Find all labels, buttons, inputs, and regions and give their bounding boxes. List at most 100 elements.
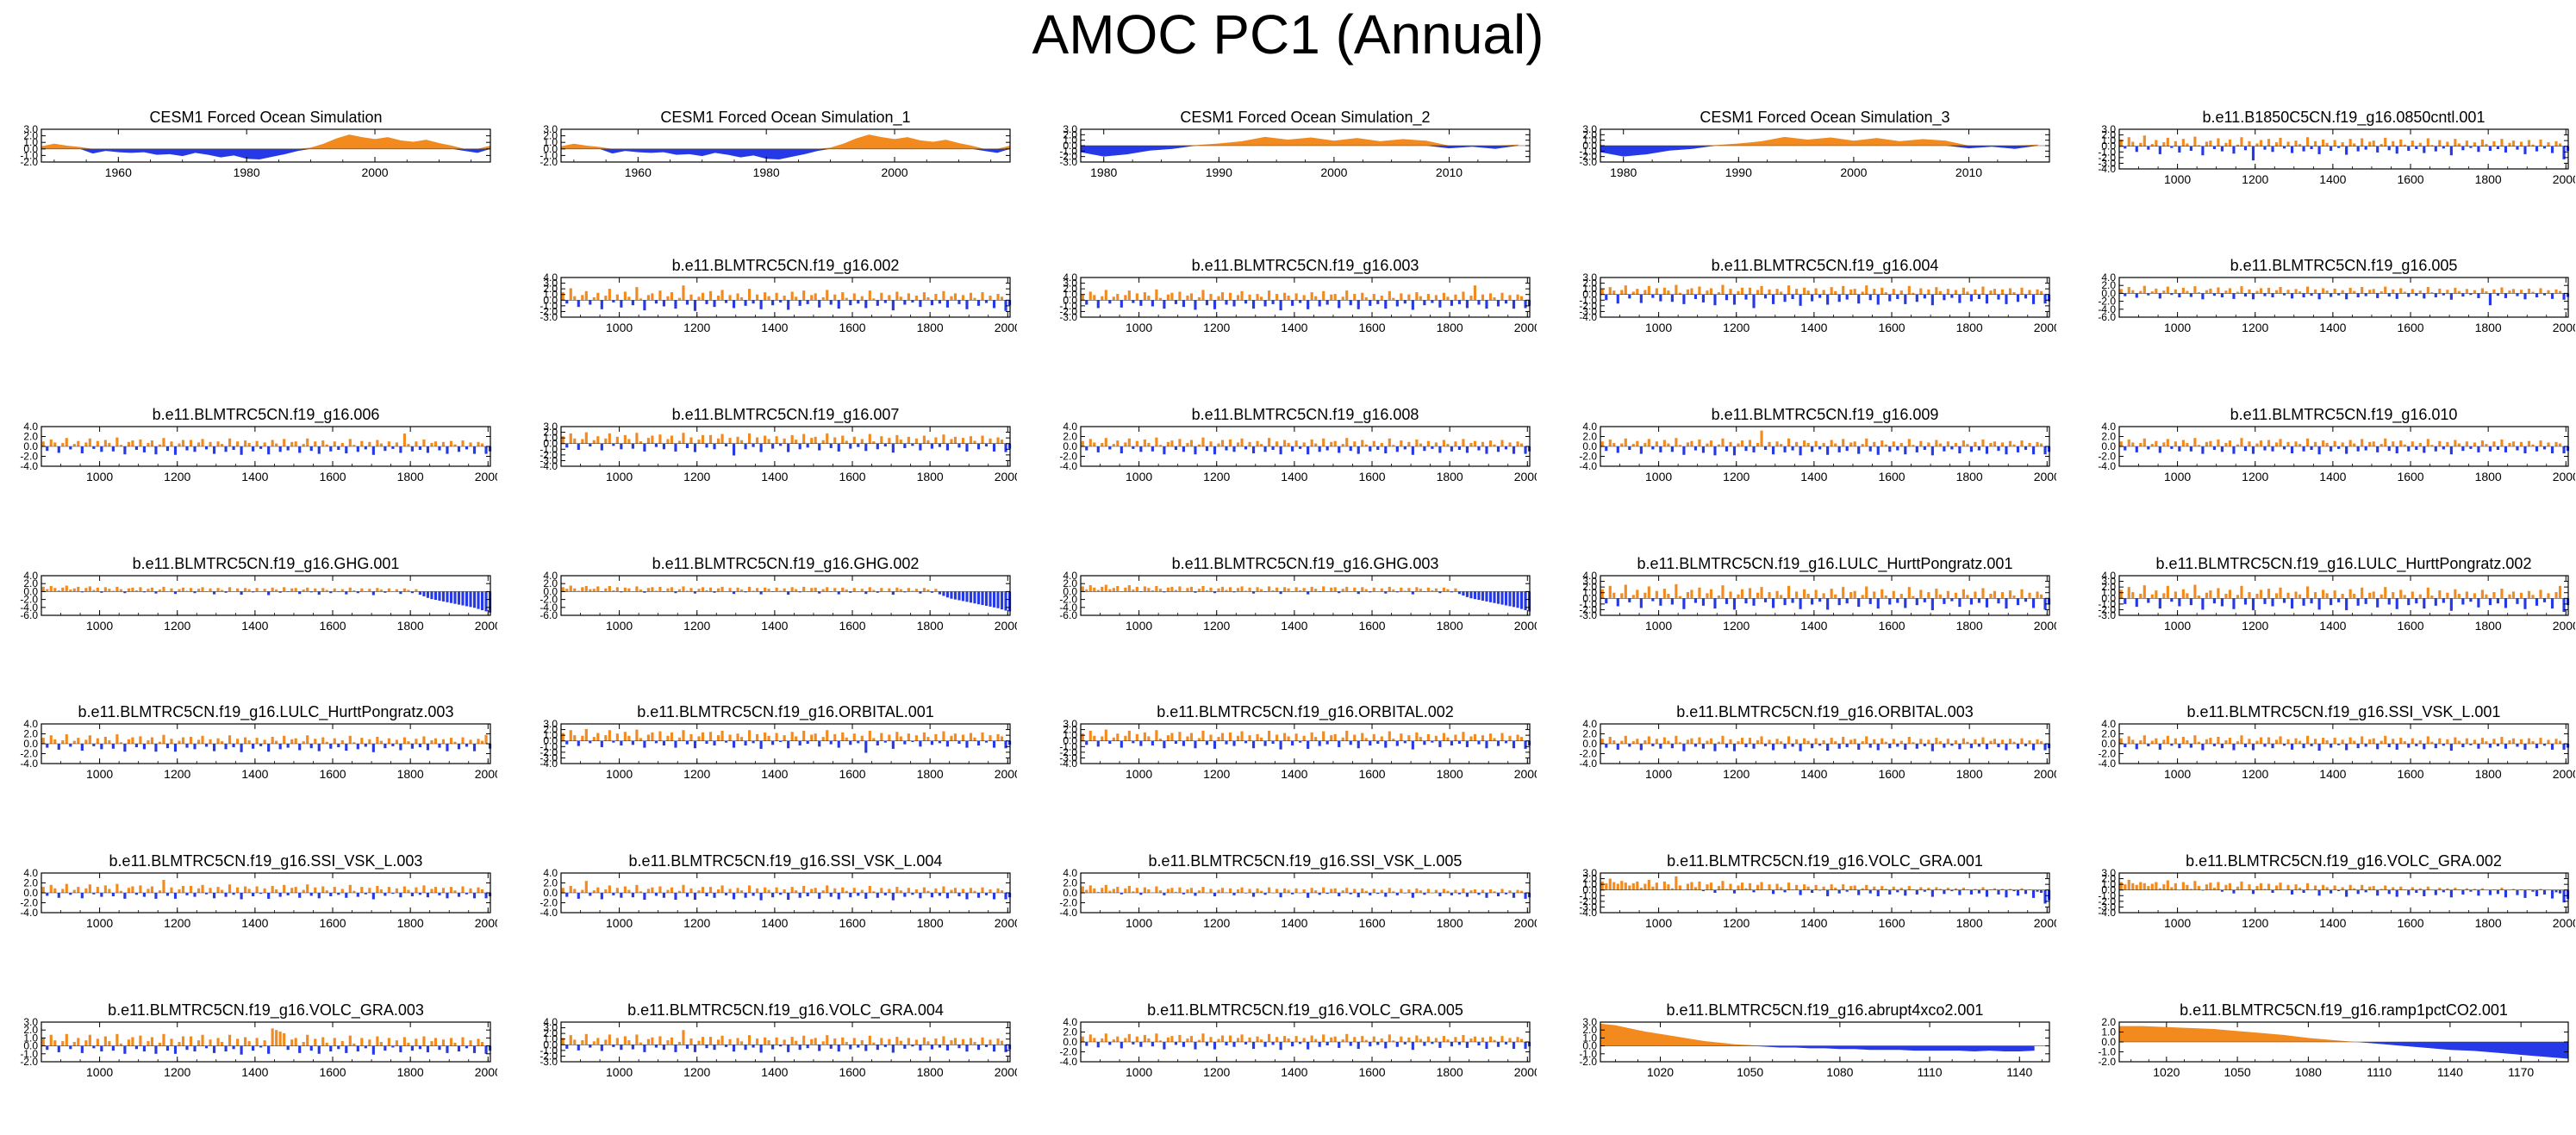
data-bar	[1197, 589, 1201, 592]
data-bar	[872, 441, 876, 444]
data-bar	[1135, 888, 1138, 893]
data-bar	[914, 589, 918, 592]
data-bar	[2353, 143, 2356, 147]
data-bar	[2282, 446, 2286, 450]
data-bar	[938, 740, 942, 744]
data-bar	[646, 1038, 650, 1045]
data-bar	[371, 1045, 375, 1055]
data-bar	[1124, 888, 1127, 893]
data-bar	[1701, 294, 1706, 302]
data-bar	[1325, 300, 1329, 305]
data-bar	[2317, 146, 2321, 154]
data-bar	[2399, 139, 2403, 147]
data-bar	[615, 888, 619, 893]
data-bar	[1477, 591, 1481, 601]
data-bar	[1096, 300, 1100, 309]
data-bar	[1240, 731, 1244, 741]
data-bar	[2000, 739, 2005, 744]
chart-svg: b.e11.BLMTRC5CN.f19_g16.009-4.0-2.00.02.…	[1579, 406, 2061, 483]
data-bar	[2124, 744, 2127, 748]
data-bar	[759, 591, 763, 595]
data-bar	[1217, 889, 1220, 893]
data-bar	[1446, 589, 1450, 592]
data-bar	[1631, 444, 1635, 446]
data-bar	[1721, 284, 1725, 295]
data-bar	[872, 589, 876, 592]
data-bar	[283, 735, 286, 744]
data-bar	[989, 438, 992, 444]
data-bar	[662, 740, 666, 745]
data-bar	[651, 887, 654, 893]
data-bar	[1927, 888, 1930, 890]
data-bar	[2527, 140, 2531, 147]
data-bar	[1954, 739, 1957, 744]
chart-title: b.e11.BLMTRC5CN.f19_g16.GHG.003	[1172, 555, 1439, 573]
data-bar	[930, 591, 933, 593]
x-tick-label: 1800	[1956, 767, 1983, 781]
data-bar	[635, 884, 639, 893]
data-bar	[348, 439, 352, 446]
data-bar	[1896, 446, 1899, 451]
data-bar	[2384, 438, 2387, 446]
data-bar	[422, 439, 426, 446]
plot-frame	[560, 277, 1011, 318]
data-bar	[1876, 744, 1880, 751]
data-bar	[976, 443, 981, 450]
chart-svg: b.e11.BLMTRC5CN.f19_g16.004-4.0-3.0-2.0-…	[1579, 257, 2061, 334]
data-bar	[147, 589, 150, 592]
data-bar	[2562, 293, 2566, 300]
data-bar	[2186, 290, 2189, 294]
data-bar	[286, 1045, 290, 1051]
data-bar	[1682, 294, 1686, 304]
data-bar	[1473, 889, 1477, 893]
data-bar	[1085, 740, 1088, 745]
data-bar	[1450, 446, 1453, 452]
data-bar	[1725, 294, 1729, 301]
data-bar	[2127, 439, 2130, 446]
data-bar	[321, 737, 325, 744]
data-bar	[1651, 294, 1655, 298]
data-bar	[907, 733, 910, 741]
data-bar	[907, 888, 910, 893]
data-bar	[2162, 884, 2166, 890]
data-bar	[348, 587, 352, 592]
data-bar	[654, 300, 658, 304]
data-bar	[1791, 744, 1794, 747]
data-bar	[814, 587, 817, 592]
data-bar	[1989, 740, 1993, 744]
data-bar	[2205, 884, 2208, 890]
x-tick-label: 1600	[1878, 470, 1905, 483]
data-bar	[53, 739, 57, 744]
data-bar	[115, 883, 119, 893]
data-bar	[1465, 591, 1469, 597]
data-bar	[2562, 146, 2566, 159]
data-bar	[2212, 146, 2216, 149]
data-bar	[2259, 288, 2263, 294]
data-bar	[232, 446, 235, 451]
data-bar	[407, 741, 410, 744]
data-bar	[170, 739, 173, 744]
data-bar	[376, 736, 379, 744]
data-bar	[565, 300, 569, 304]
data-bar	[2155, 882, 2158, 890]
data-bar	[2353, 594, 2356, 599]
data-bar	[1287, 889, 1290, 893]
data-bar	[2469, 744, 2473, 745]
data-bar	[2306, 882, 2310, 890]
data-bar	[111, 893, 115, 897]
data-bar	[2550, 598, 2554, 609]
data-bar	[1431, 446, 1434, 449]
plot-frame	[2118, 872, 2569, 914]
data-bar	[2454, 440, 2457, 446]
y-tick-label: 4.0	[2101, 271, 2116, 284]
data-bar	[2005, 294, 2008, 304]
data-bar	[1213, 300, 1217, 309]
data-bar	[2446, 441, 2449, 446]
y-tick-label: -3.0	[1059, 156, 1077, 168]
data-bar	[1504, 591, 1508, 606]
data-bar	[584, 290, 588, 301]
data-bar	[1155, 585, 1158, 592]
data-bar	[290, 739, 294, 744]
data-bar	[1112, 296, 1115, 301]
data-bar	[1384, 446, 1388, 454]
